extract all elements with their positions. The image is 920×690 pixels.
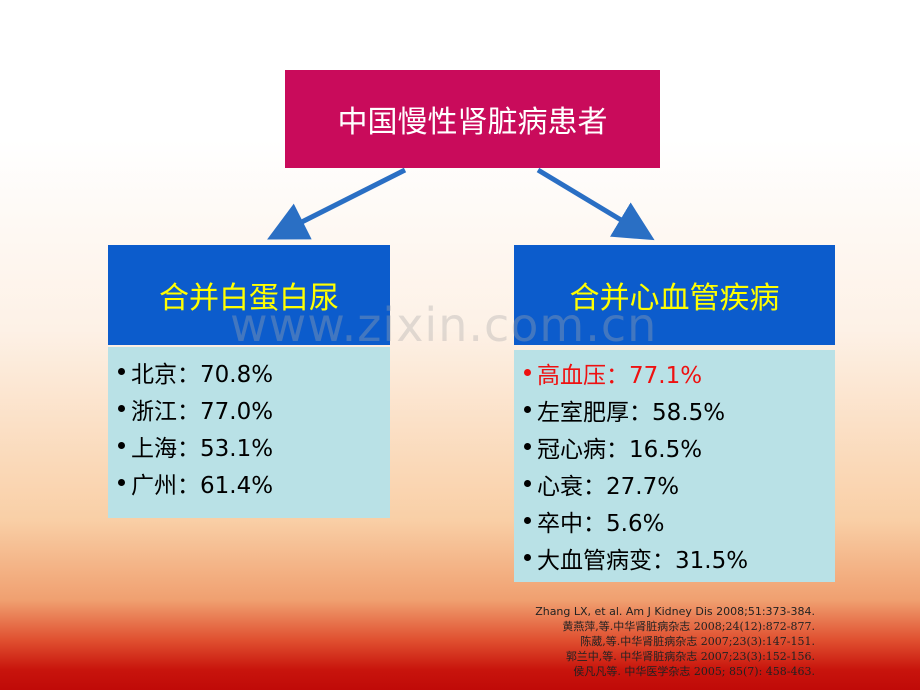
- bullet: [524, 443, 531, 450]
- list-item: 上海：53.1%: [118, 427, 390, 464]
- item-text: 卒中：5.6%: [537, 510, 665, 537]
- bullet: [524, 406, 531, 413]
- list-item: 北京：70.8%: [118, 353, 390, 390]
- item-text: 北京：70.8%: [131, 361, 274, 388]
- reference: 郭兰中,等. 中华肾脏病杂志 2007;23(3):152-156.: [565, 650, 815, 663]
- item-text: 左室肥厚：58.5%: [537, 399, 726, 426]
- list-item: 广州：61.4%: [118, 464, 390, 501]
- list-item: 左室肥厚：58.5%: [524, 391, 835, 428]
- bullet: [118, 479, 125, 486]
- group-list: 北京：70.8% 浙江：77.0% 上海：53.1% 广州：61.4%: [108, 347, 390, 518]
- list-item: 高血压：77.1%: [524, 354, 835, 391]
- group-heading: 合并白蛋白尿: [108, 245, 390, 345]
- list-item: 浙江：77.0%: [118, 390, 390, 427]
- arrow-right: [536, 167, 655, 241]
- watermark: www.zixin.com.cn: [230, 298, 658, 352]
- reference: Zhang LX, et al. Am J Kidney Dis 2008;51…: [535, 605, 815, 618]
- item-text: 心衰：27.7%: [537, 473, 680, 500]
- reference: 侯凡凡等. 中华医学杂志 2005; 85(7): 458-463.: [573, 665, 815, 678]
- group-heading: 合并心血管疾病: [514, 245, 835, 345]
- bullet: [524, 517, 531, 524]
- item-text: 上海：53.1%: [131, 435, 274, 462]
- bullet: [118, 405, 125, 412]
- item-text: 浙江：77.0%: [131, 398, 274, 425]
- bullet: [118, 442, 125, 449]
- bullet: [118, 368, 125, 375]
- bullet: [524, 480, 531, 487]
- group-list: 高血压：77.1% 左室肥厚：58.5% 冠心病：16.5% 心衰：27.7% …: [514, 350, 835, 582]
- references: Zhang LX, et al. Am J Kidney Dis 2008;51…: [480, 604, 815, 679]
- item-text: 广州：61.4%: [131, 472, 274, 499]
- list-item: 大血管病变：31.5%: [524, 539, 835, 576]
- item-text: 高血压：77.1%: [537, 362, 703, 389]
- bullet: [524, 554, 531, 561]
- arrow-left: [267, 167, 407, 240]
- list-item: 冠心病：16.5%: [524, 428, 835, 465]
- item-text: 大血管病变：31.5%: [537, 547, 749, 574]
- bullet: [524, 369, 531, 376]
- list-item: 卒中：5.6%: [524, 502, 835, 539]
- list-item: 心衰：27.7%: [524, 465, 835, 502]
- reference: 陈葳,等.中华肾脏病杂志 2007;23(3):147-151.: [580, 635, 815, 648]
- root-node: 中国慢性肾脏病患者: [285, 70, 660, 168]
- reference: 黄燕萍,等.中华肾脏病杂志 2008;24(12):872-877.: [562, 620, 815, 633]
- item-text: 冠心病：16.5%: [537, 436, 703, 463]
